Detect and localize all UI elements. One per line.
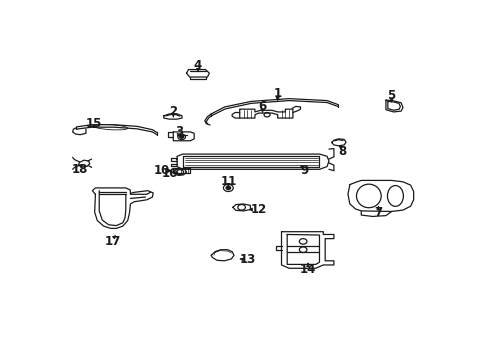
Circle shape xyxy=(226,186,231,190)
Text: 12: 12 xyxy=(250,203,267,216)
Text: 10: 10 xyxy=(154,164,170,177)
Text: 11: 11 xyxy=(220,175,237,188)
Text: 1: 1 xyxy=(273,87,282,100)
Text: 5: 5 xyxy=(388,89,396,102)
Text: 14: 14 xyxy=(300,262,316,276)
Text: 2: 2 xyxy=(169,105,177,118)
Text: 13: 13 xyxy=(239,253,255,266)
Text: 7: 7 xyxy=(374,206,382,219)
Text: 18: 18 xyxy=(71,163,88,176)
Text: 8: 8 xyxy=(338,145,346,158)
Text: 4: 4 xyxy=(194,59,202,72)
Text: 6: 6 xyxy=(258,100,267,113)
Text: 17: 17 xyxy=(104,235,121,248)
Text: 9: 9 xyxy=(300,164,308,177)
Text: 16: 16 xyxy=(161,167,178,180)
Text: 15: 15 xyxy=(85,117,102,130)
Circle shape xyxy=(180,135,184,138)
Text: 3: 3 xyxy=(175,125,183,138)
